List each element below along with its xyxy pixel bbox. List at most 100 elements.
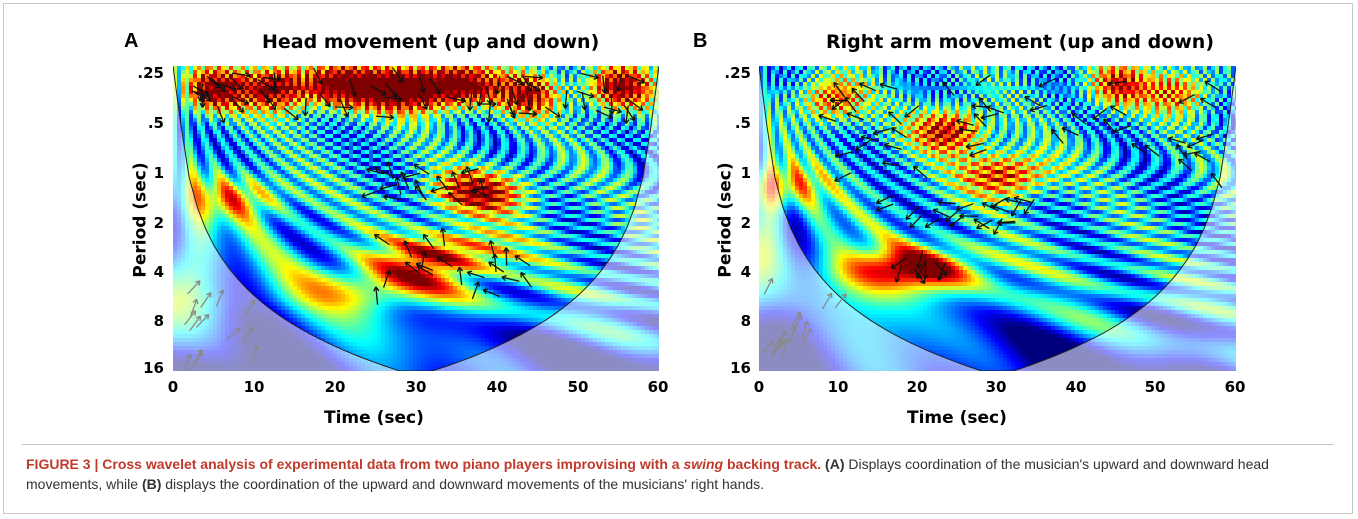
panel-b-ytick: 8 (740, 312, 751, 330)
phase-arrow (627, 99, 644, 111)
phase-arrow (846, 111, 864, 121)
panel-a-ytick: .25 (137, 64, 164, 82)
phase-arrow (760, 340, 775, 355)
phase-arrow (312, 67, 323, 85)
panel-b-wavelet-plot (759, 66, 1236, 371)
phase-arrow (844, 96, 857, 113)
phase-arrow (1071, 112, 1087, 125)
phase-arrow (544, 106, 561, 118)
phase-arrow (190, 298, 199, 317)
phase-arrow (360, 190, 379, 199)
phase-arrow (244, 299, 256, 316)
panel-a-xtick: 40 (486, 378, 508, 396)
phase-arrow (872, 128, 891, 136)
phase-arrow (913, 268, 926, 285)
phase-arrow (975, 74, 991, 87)
phase-arrow (912, 165, 928, 179)
panel-a-letter: A (124, 30, 139, 52)
phase-arrow (802, 328, 812, 345)
phase-arrow (265, 94, 277, 111)
panel-a-title: Head movement (up and down) (262, 31, 600, 53)
phase-arrow (1061, 126, 1079, 136)
phase-arrow (1109, 105, 1127, 116)
phase-arrow (1024, 96, 1041, 107)
phase-arrow (1051, 128, 1064, 144)
figure-frame: A Head movement (up and down) Period (se… (3, 3, 1353, 514)
phase-arrow (401, 172, 421, 180)
phase-arrow (973, 218, 990, 230)
phase-arrow (763, 277, 774, 295)
panel-a-ytick: 2 (153, 214, 164, 232)
phase-arrow (1167, 136, 1186, 144)
phase-arrow (403, 240, 413, 258)
panel-b-ytick: .25 (724, 64, 751, 82)
phase-arrow (909, 214, 924, 229)
phase-arrow (782, 337, 790, 356)
phase-arrow (858, 82, 877, 92)
phase-arrow (439, 227, 447, 246)
panel-b-ytick: .5 (734, 114, 751, 132)
phase-arrow (436, 256, 453, 268)
phase-arrow (394, 176, 402, 195)
phase-arrow (1029, 104, 1048, 113)
phase-arrow (229, 76, 244, 90)
phase-arrow (1108, 80, 1127, 87)
phase-arrow (1131, 142, 1147, 155)
panel-a-xtick: 60 (647, 378, 669, 396)
phase-arrow (1193, 152, 1211, 163)
phase-arrow (834, 172, 852, 182)
phase-arrow (251, 344, 260, 363)
panel-b-title: Right arm movement (up and down) (826, 31, 1215, 53)
phase-arrow (219, 83, 237, 92)
phase-arrow (890, 257, 907, 270)
phase-arrow (373, 233, 390, 246)
phase-arrow (905, 206, 920, 220)
phase-arrow (416, 265, 434, 276)
phase-arrow (627, 75, 646, 85)
phase-arrow (501, 274, 520, 282)
phase-arrow (366, 167, 385, 175)
figure-caption: FIGURE 3 | Cross wavelet analysis of exp… (26, 454, 1344, 494)
phase-arrow (518, 110, 538, 118)
phase-arrow (232, 72, 251, 79)
phase-arrow (860, 134, 879, 142)
panel-b-letter: B (693, 30, 708, 52)
phase-arrow (603, 106, 622, 114)
phase-arrow (894, 264, 903, 283)
phase-arrow (1092, 107, 1108, 120)
phase-arrow (944, 209, 960, 223)
phase-arrow (1013, 195, 1032, 203)
cone-of-influence-shade (759, 66, 1236, 371)
phase-arrow (623, 105, 630, 124)
phase-arrow (890, 127, 907, 139)
phase-arrow (494, 76, 501, 95)
phase-arrow (183, 353, 192, 371)
phase-arrow (993, 218, 1003, 236)
phase-arrow (216, 105, 226, 124)
phase-arrow (959, 126, 978, 133)
cone-of-influence-shade (173, 66, 659, 371)
phase-arrow (374, 166, 392, 177)
phase-arrow (420, 251, 428, 270)
phase-arrow (283, 107, 299, 121)
panel-a-ytick: 16 (143, 359, 164, 377)
phase-arrow (488, 240, 496, 259)
caption-text-a: Displays coordination of the musician's … (26, 456, 1269, 492)
phase-arrow (1178, 94, 1195, 104)
phase-arrow (241, 326, 254, 342)
phase-arrow (1176, 143, 1188, 160)
phase-arrow (382, 193, 402, 201)
phase-arrow (199, 89, 206, 108)
phase-arrow (883, 142, 902, 151)
phase-arrow (615, 73, 623, 93)
phase-arrow (429, 78, 441, 95)
phase-arrow (231, 96, 250, 105)
phase-arrow (1204, 80, 1221, 92)
phase-arrow (384, 95, 403, 103)
phase-arrow (851, 87, 865, 102)
phase-arrow (231, 97, 245, 113)
phase-arrow (770, 343, 782, 360)
phase-arrow (225, 327, 241, 341)
phase-arrow (386, 161, 394, 180)
phase-arrow (924, 217, 941, 228)
